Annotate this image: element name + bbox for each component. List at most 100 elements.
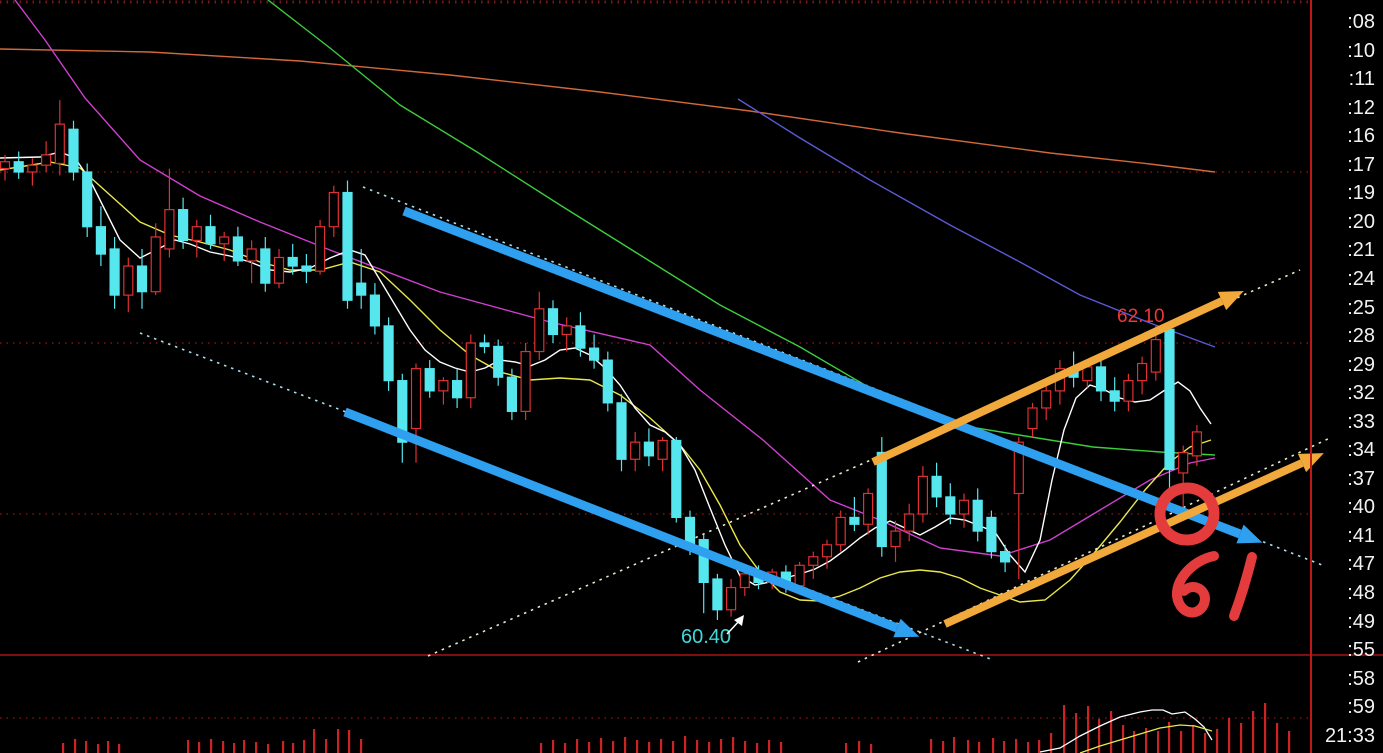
bear-candle [68, 128, 79, 173]
volume-bar [74, 739, 77, 753]
volume-bar [1098, 719, 1101, 753]
bear-candle [178, 209, 189, 241]
bear-candle [95, 226, 107, 255]
time-label: :08 [1347, 11, 1375, 33]
bull-candle [246, 248, 257, 262]
time-label: :16 [1347, 125, 1375, 148]
bear-candle [260, 248, 271, 284]
bull-candle [808, 556, 819, 566]
bull-candle [739, 573, 750, 589]
bear-candle [506, 376, 517, 413]
bear-candle [616, 402, 627, 460]
ma-mid-magenta [14, 0, 1216, 557]
bear-candle [493, 345, 504, 378]
volume-bar [1252, 711, 1255, 753]
bull-candle [862, 492, 874, 525]
time-label: :17 [1347, 153, 1375, 176]
volume-bar [744, 741, 747, 753]
volume-bar [1276, 723, 1279, 753]
volume-bar [1003, 741, 1006, 753]
bear-candle [849, 516, 860, 525]
volume-bar [953, 737, 956, 753]
time-label: :34 [1347, 439, 1375, 462]
volume-bar [1063, 705, 1066, 753]
bull-candle [904, 513, 915, 532]
down-channel-arrow-lower-head [893, 618, 920, 638]
volume-bar [1264, 703, 1267, 753]
volume-bar [198, 742, 201, 753]
bear-candle [643, 441, 655, 457]
volume-bar [564, 743, 567, 753]
bear-candle [452, 380, 463, 399]
volume-bar [845, 743, 848, 753]
bull-candle [534, 308, 545, 353]
hand-drawn-circle [1154, 482, 1220, 546]
down-channel-arrow-upper-head [1236, 524, 1263, 544]
time-label: :28 [1347, 325, 1375, 348]
time-label: :58 [1347, 667, 1375, 690]
bear-candle [1095, 366, 1107, 392]
volume-bar [552, 740, 555, 753]
ma-long-indigo [737, 98, 1216, 348]
volume-bar [930, 739, 933, 753]
bull-candle [1027, 407, 1038, 430]
volume-bar [233, 743, 236, 753]
volume-bar [870, 744, 873, 753]
volume-bar [62, 743, 65, 753]
bull-candle [164, 209, 175, 250]
volume-bar [720, 739, 723, 753]
bear-candle [575, 325, 586, 349]
bull-candle [657, 439, 668, 460]
volume-bar [1110, 711, 1113, 753]
volume-bar [624, 737, 627, 753]
volume-bar [588, 742, 591, 753]
volume-bar [1038, 740, 1041, 753]
candles-layer [0, 100, 1203, 621]
volume-bar [600, 738, 603, 753]
bull-candle [917, 475, 929, 515]
down-channel-arrow-lower [343, 407, 899, 633]
time-label: :59 [1347, 696, 1375, 719]
volume-bar [1180, 731, 1183, 753]
bull-candle [465, 342, 476, 399]
volume-bar [1087, 706, 1090, 753]
bull-candle [630, 441, 641, 460]
bear-candle [931, 475, 942, 498]
bull-candle [191, 226, 202, 242]
volume-bar [780, 742, 783, 753]
bear-candle [424, 368, 435, 392]
time-axis[interactable]: :08:10:11:12:16:17:19:20:21:24:25:28:29:… [1313, 0, 1383, 753]
volume-bar [348, 730, 351, 753]
time-label: :55 [1347, 639, 1375, 662]
time-label: :37 [1347, 467, 1375, 490]
bear-candle [1109, 390, 1120, 402]
volume-bar [732, 737, 735, 753]
volume-bar [1157, 731, 1160, 753]
volume-bar [1133, 731, 1136, 753]
volume-bar [210, 739, 213, 753]
volume-bar [1015, 739, 1018, 753]
volume-bar [313, 729, 316, 753]
time-label: :11 [1348, 68, 1375, 91]
bear-candle [369, 294, 380, 327]
bear-candle [109, 248, 120, 296]
bear-candle [671, 439, 682, 519]
volume-bar [684, 736, 687, 753]
bear-candle [136, 265, 148, 293]
volume-bar [756, 743, 759, 753]
volume-bar [1050, 733, 1053, 753]
up-trend-arrow-upper-head [1217, 290, 1244, 311]
time-label: :40 [1347, 496, 1375, 519]
volume-bar [303, 740, 306, 753]
volume-bar [1204, 733, 1207, 753]
volume-bar [576, 739, 579, 753]
bear-candle [972, 499, 983, 532]
bull-candle [1013, 441, 1024, 495]
volume-panel [62, 703, 1291, 753]
price-label-high: 62.10 [1117, 306, 1165, 327]
bull-candle [1123, 380, 1134, 402]
bull-candle [1136, 362, 1148, 382]
bull-candle [1041, 390, 1052, 409]
